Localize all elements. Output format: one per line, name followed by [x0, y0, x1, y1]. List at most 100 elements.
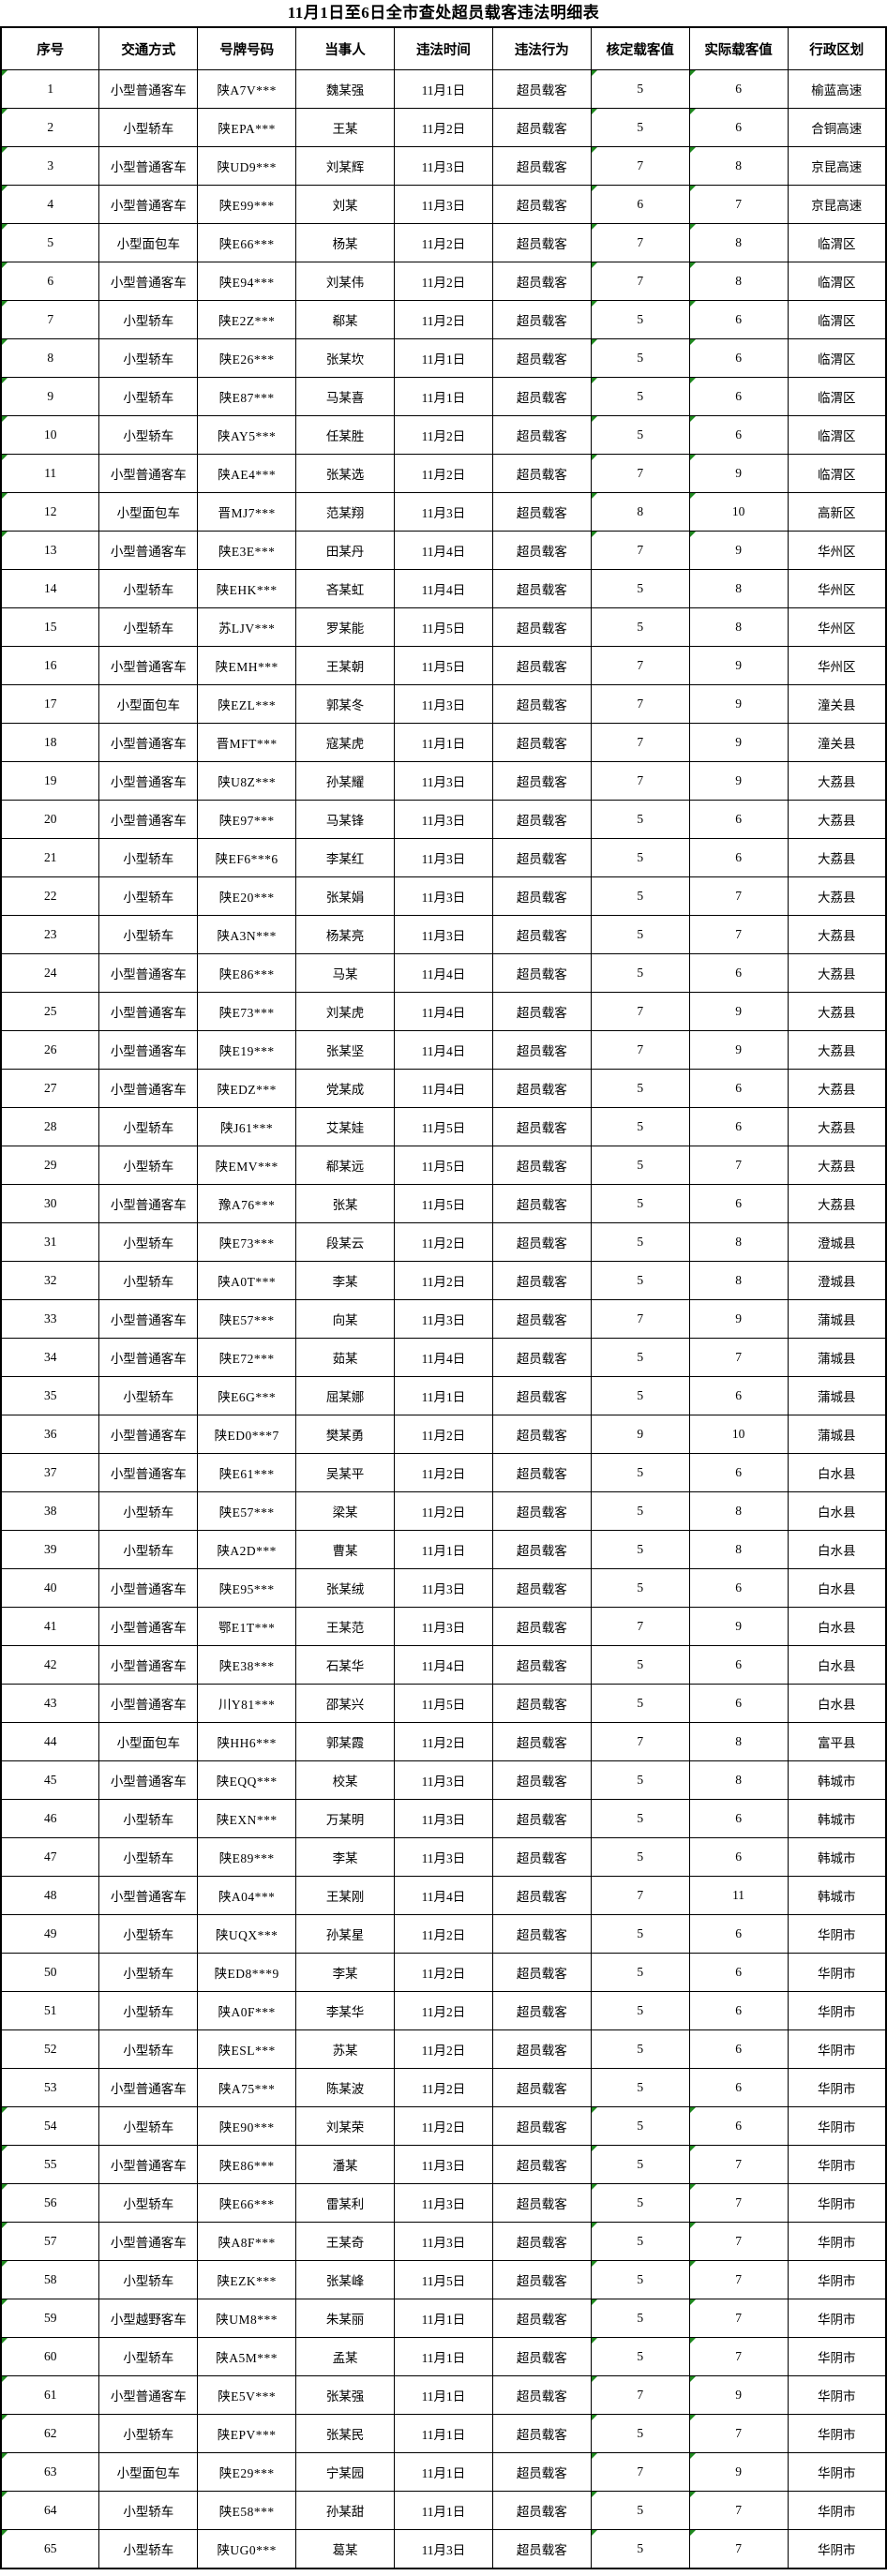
text-format-indicator-icon — [690, 2415, 696, 2420]
cell-approved-capacity-text: 5 — [637, 1158, 644, 1172]
cell-actual-passengers: 8 — [688, 569, 789, 608]
cell-actual-passengers: 6 — [688, 953, 789, 993]
cell-plate-number-text: 陕A5M*** — [216, 2351, 278, 2365]
cell-vehicle-type: 小型轿车 — [98, 1491, 199, 1531]
cell-approved-capacity: 5 — [590, 338, 690, 378]
cell-violation-date: 11月5日 — [394, 646, 493, 685]
cell-plate-number: 陕ESL*** — [197, 2029, 297, 2069]
cell-party-name: 郭某冬 — [295, 684, 395, 724]
cell-district: 韩城市 — [787, 1876, 887, 1915]
cell-violation-date: 11月2日 — [394, 108, 493, 147]
cell-index-text: 14 — [43, 581, 57, 595]
cell-violation-type-text: 超员载客 — [516, 1505, 567, 1520]
cell-district-text: 大荔县 — [818, 1044, 856, 1058]
text-format-indicator-icon — [2, 493, 8, 499]
cell-district-text: 蒲城县 — [818, 1390, 856, 1404]
cell-district-text: 京昆高速 — [811, 199, 863, 213]
cell-district-text: 华州区 — [818, 660, 856, 674]
cell-approved-capacity: 5 — [590, 800, 690, 839]
cell-violation-date-text: 11月4日 — [421, 967, 466, 981]
cell-actual-passengers: 6 — [688, 1184, 789, 1223]
cell-district-text: 白水县 — [818, 1544, 856, 1558]
cell-index-text: 1 — [47, 82, 54, 96]
cell-district-text: 大荔县 — [818, 852, 856, 866]
cell-district-text: 华阴市 — [818, 2505, 856, 2519]
cell-violation-type-text: 超员载客 — [516, 314, 567, 328]
cell-violation-type: 超员载客 — [491, 1684, 592, 1723]
text-format-indicator-icon — [690, 186, 696, 191]
cell-actual-passengers: 9 — [688, 2452, 789, 2492]
cell-index-text: 38 — [43, 1504, 57, 1518]
cell-index-text: 48 — [43, 1888, 57, 1902]
cell-district: 华阴市 — [787, 2299, 887, 2338]
cell-vehicle-type-text: 小型普通客车 — [110, 1429, 187, 1443]
cell-violation-date: 11月5日 — [394, 1107, 493, 1146]
cell-plate-number-text: 陕E6G*** — [218, 1390, 277, 1404]
cell-violation-type: 超员载客 — [491, 262, 592, 301]
cell-district-text: 蒲城县 — [818, 1313, 856, 1327]
cell-approved-capacity: 5 — [590, 1684, 690, 1723]
cell-index: 21 — [0, 838, 100, 877]
cell-plate-number: 陕EZL*** — [197, 684, 297, 724]
cell-district-text: 潼关县 — [818, 698, 856, 712]
cell-vehicle-type: 小型轿车 — [98, 2491, 199, 2530]
text-format-indicator-icon — [592, 493, 597, 499]
cell-index: 1 — [0, 69, 100, 109]
cell-index: 8 — [0, 338, 100, 378]
text-format-indicator-icon — [2, 455, 8, 460]
cell-actual-passengers: 9 — [688, 531, 789, 570]
cell-index: 29 — [0, 1146, 100, 1185]
cell-vehicle-type: 小型普通客车 — [98, 2145, 199, 2184]
cell-index: 58 — [0, 2260, 100, 2299]
cell-violation-date: 11月1日 — [394, 2414, 493, 2453]
cell-party-name-text: 曹某 — [332, 1544, 358, 1558]
column-header-3: 当事人 — [295, 26, 395, 70]
cell-plate-number-text: 陕EMH*** — [215, 660, 278, 674]
cell-vehicle-type-text: 小型轿车 — [123, 122, 174, 136]
cell-district-text: 大荔县 — [818, 775, 856, 789]
cell-plate-number: 陕A2D*** — [197, 1530, 297, 1569]
cell-plate-number: 陕UQX*** — [197, 1914, 297, 1954]
cell-approved-capacity: 5 — [590, 1222, 690, 1262]
cell-violation-date-text: 11月3日 — [421, 698, 466, 712]
cell-plate-number-text: 豫A76*** — [218, 1198, 276, 1212]
cell-violation-type: 超员载客 — [491, 646, 592, 685]
cell-vehicle-type: 小型普通客车 — [98, 1453, 199, 1492]
cell-party-name: 魏某强 — [295, 69, 395, 109]
cell-index-text: 42 — [43, 1657, 57, 1671]
cell-violation-date-text: 11月2日 — [421, 2044, 466, 2058]
cell-violation-date: 11月1日 — [394, 723, 493, 762]
cell-violation-date: 11月2日 — [394, 2106, 493, 2146]
table-row: 45 小型普通客车 陕EQQ*** 校某 11月3日 超员载客 5 8 韩城市 — [0, 1760, 887, 1800]
cell-district: 榆蓝高速 — [787, 69, 887, 109]
cell-approved-capacity-text: 5 — [637, 1119, 644, 1133]
cell-violation-date-text: 11月2日 — [421, 1467, 466, 1481]
cell-actual-passengers: 9 — [688, 1299, 789, 1339]
cell-violation-type: 超员载客 — [491, 1030, 592, 1070]
cell-plate-number: 陕E38*** — [197, 1645, 297, 1685]
text-format-indicator-icon — [2, 2415, 8, 2420]
cell-violation-date-text: 11月5日 — [421, 1121, 466, 1135]
cell-plate-number: 陕E29*** — [197, 2452, 297, 2492]
cell-district-text: 华阴市 — [818, 2466, 856, 2480]
cell-violation-type: 超员载客 — [491, 2452, 592, 2492]
cell-vehicle-type: 小型轿车 — [98, 300, 199, 339]
cell-party-name-text: 茹某 — [332, 1352, 358, 1366]
cell-vehicle-type-text: 小型轿车 — [123, 1390, 174, 1404]
cell-vehicle-type-text: 小型普通客车 — [110, 1698, 187, 1712]
cell-district: 白水县 — [787, 1453, 887, 1492]
cell-approved-capacity-text: 7 — [637, 158, 644, 172]
cell-violation-date: 11月3日 — [394, 492, 493, 532]
cell-violation-date-text: 11月1日 — [421, 2351, 466, 2365]
cell-plate-number-text: 陕A3N*** — [217, 929, 277, 943]
cell-vehicle-type: 小型轿车 — [98, 876, 199, 916]
cell-district: 潼关县 — [787, 684, 887, 724]
cell-approved-capacity: 5 — [590, 300, 690, 339]
cell-plate-number-text: 陕A0F*** — [218, 2005, 276, 2019]
cell-index: 65 — [0, 2529, 100, 2569]
cell-actual-passengers-text: 6 — [735, 120, 742, 134]
cell-index-text: 2 — [47, 120, 54, 134]
cell-vehicle-type-text: 小型轿车 — [123, 1544, 174, 1558]
cell-violation-date-text: 11月1日 — [421, 2505, 466, 2519]
text-format-indicator-icon — [592, 2299, 597, 2305]
